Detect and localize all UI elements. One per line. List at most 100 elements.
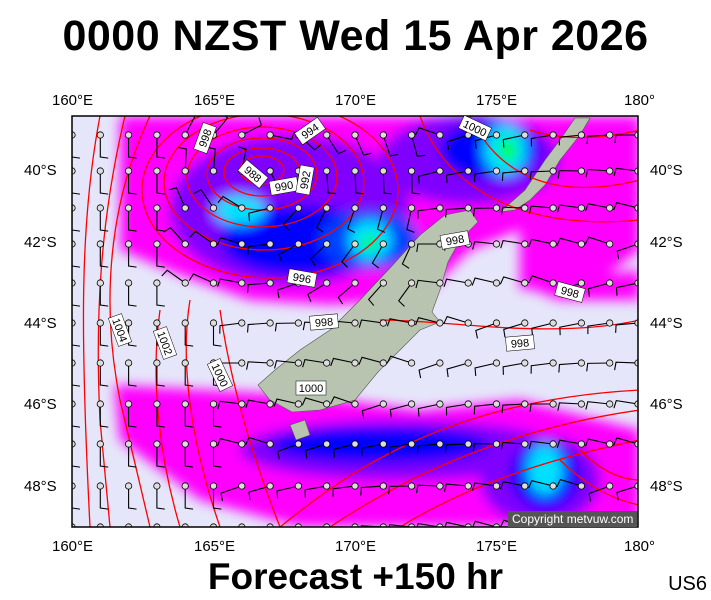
station-dot: [407, 279, 416, 287]
station-dot: [294, 482, 302, 490]
station-dot: [577, 482, 586, 490]
wind-barb: [471, 482, 497, 491]
station-dot: [351, 319, 359, 327]
wind-barb: [551, 526, 554, 527]
station-dot: [407, 131, 416, 139]
wind-barb: [156, 283, 165, 307]
wind-barb: [99, 171, 109, 195]
station-dot: [209, 240, 218, 248]
wind-barb: [332, 485, 356, 497]
station-dot: [407, 359, 416, 367]
wind-barb: [360, 485, 384, 496]
isobar-label: 996: [292, 271, 312, 286]
station-dot: [209, 440, 218, 448]
wind-barb: [474, 170, 497, 183]
wind-barb: [414, 127, 441, 136]
station-dot: [96, 240, 104, 248]
wind-barb: [358, 319, 384, 328]
station-dot: [323, 240, 331, 248]
wind-barb: [99, 135, 109, 159]
isobar-label: 998: [197, 128, 215, 149]
station-dot: [96, 167, 104, 175]
station-dot: [181, 131, 189, 139]
wind-barb: [386, 355, 412, 364]
station-dot: [96, 482, 104, 490]
station-dot: [294, 204, 302, 212]
station-dot: [436, 167, 444, 175]
station-dot: [323, 204, 331, 212]
isobar-label: 990: [274, 179, 294, 194]
lat-label-left: 48°S: [24, 478, 57, 495]
wind-barb: [273, 398, 299, 407]
wind-barb: [371, 243, 384, 269]
station-dot: [436, 440, 444, 448]
station-dot: [351, 279, 359, 287]
station-dot: [96, 131, 104, 139]
station-dot: [323, 167, 331, 175]
wind-barb: [178, 146, 187, 172]
wind-barb: [585, 401, 610, 410]
lat-label-left: 46°S: [24, 396, 57, 413]
wind-barb: [99, 323, 109, 347]
station-dot: [294, 400, 302, 408]
lon-label-bottom: 170°E: [335, 538, 377, 555]
wind-barb: [529, 170, 554, 180]
station-dot: [125, 482, 133, 490]
wind-barb: [184, 486, 194, 510]
map-title: 0000 NZST Wed 15 Apr 2026: [62, 12, 649, 60]
wind-barb: [501, 403, 525, 414]
station-dot: [238, 204, 246, 212]
lon-label-top: 180°: [624, 92, 656, 109]
wind-barb: [443, 315, 469, 325]
station-dot: [521, 482, 529, 490]
wind-barb: [528, 275, 554, 284]
station-dot: [464, 400, 472, 408]
station-dot: [209, 400, 218, 408]
station-dot: [606, 440, 614, 448]
station-dot: [323, 482, 331, 490]
wind-barb: [443, 278, 469, 287]
station-dot: [436, 359, 444, 367]
south-island: [257, 209, 479, 413]
wind-barb: [128, 171, 137, 195]
station-dot: [379, 131, 387, 139]
wind-barb: [305, 443, 327, 459]
wind-barb: [128, 244, 137, 268]
wind-barb: [128, 135, 137, 159]
wind-barb: [278, 243, 299, 262]
station-dot: [606, 279, 614, 287]
wind-barb: [307, 282, 327, 302]
isobar-label: 992: [298, 170, 313, 190]
station-dot: [209, 167, 218, 175]
station-dot: [351, 240, 359, 248]
wind-barb: [332, 526, 355, 527]
wind-barb: [415, 317, 441, 326]
station-dot: [407, 440, 416, 448]
station-dot: [323, 131, 331, 139]
wind-barb: [247, 243, 271, 255]
station-dot: [606, 240, 614, 248]
station-dot: [323, 400, 331, 408]
map-frame: [71, 115, 639, 528]
wind-barb: [501, 170, 525, 181]
wind-barb: [184, 116, 196, 136]
wind-barb: [406, 207, 415, 233]
station-dot: [379, 204, 387, 212]
station-dot: [577, 131, 586, 139]
wind-barb: [184, 444, 194, 468]
wind-barb: [472, 241, 497, 250]
wind-barb: [333, 443, 356, 458]
wind-barb: [326, 134, 346, 155]
lat-label-right: 48°S: [650, 478, 683, 495]
station-dot: [492, 482, 501, 490]
station-dot: [464, 319, 472, 327]
station-dot: [492, 400, 501, 408]
station-dot: [436, 204, 444, 212]
wind-barb: [587, 282, 610, 297]
station-dot: [294, 440, 302, 448]
station-dot: [266, 131, 274, 139]
station-dot: [323, 440, 331, 448]
wind-barb: [556, 439, 582, 448]
station-dot: [96, 359, 104, 367]
copyright-notice: Copyright metvuw.com: [508, 511, 638, 527]
